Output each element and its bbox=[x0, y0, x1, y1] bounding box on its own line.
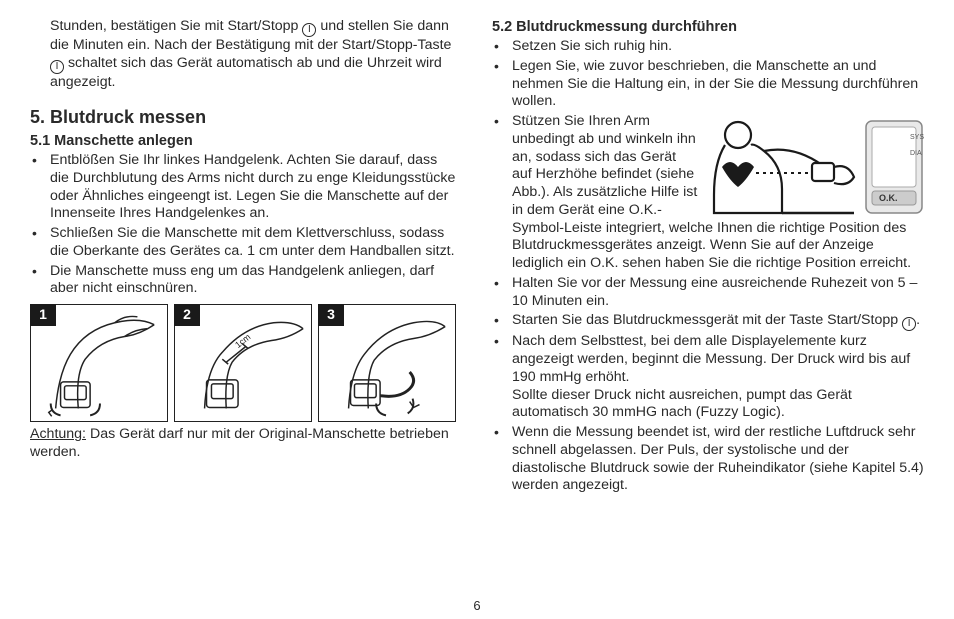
wrist-illustration-2: 1cm bbox=[175, 305, 311, 421]
start-stop-icon: I bbox=[302, 23, 316, 37]
figure-3: 3 bbox=[318, 304, 456, 422]
start-stop-icon: I bbox=[902, 317, 916, 331]
right-column: 5.2 Blutdruckmessung durchführen Setzen … bbox=[492, 18, 924, 588]
figure-1: 1 bbox=[30, 304, 168, 422]
bullets-5-2: Setzen Sie sich ruhig hin. Legen Sie, wie… bbox=[492, 38, 924, 495]
bullet-item-with-figure: SYS DIA O.K. Stützen Sie Ihren Arm unbed… bbox=[492, 113, 924, 273]
figure-2: 2 1cm bbox=[174, 304, 312, 422]
caution-note: Achtung: Das Gerät darf nur mit der Orig… bbox=[30, 426, 458, 462]
wrist-illustration-3 bbox=[319, 305, 455, 421]
bullet-item: Entblößen Sie Ihr linkes Handgelenk. Ach… bbox=[30, 152, 458, 223]
start-stop-icon: I bbox=[50, 60, 64, 74]
bullet-item: Setzen Sie sich ruhig hin. bbox=[492, 38, 924, 56]
bullet-item: Legen Sie, wie zuvor beschrieben, die Ma… bbox=[492, 58, 924, 111]
caution-label: Achtung: bbox=[30, 426, 86, 442]
bullet-item: Schließen Sie die Manschette mit dem Kle… bbox=[30, 225, 458, 261]
bullet-item: Die Manschette muss eng um das Handgelen… bbox=[30, 263, 458, 299]
subsection-5-2: 5.2 Blutdruckmessung durchführen bbox=[492, 18, 924, 36]
svg-text:SYS: SYS bbox=[910, 134, 924, 141]
left-column: Stunden, bestätigen Sie mit Start/Stopp … bbox=[30, 18, 458, 588]
bullet-item: Wenn die Messung beendet ist, wird der r… bbox=[492, 424, 924, 495]
page-number: 6 bbox=[0, 598, 954, 613]
bullet-item: Starten Sie das Blutdruckmessgerät mit d… bbox=[492, 312, 924, 331]
intro-paragraph: Stunden, bestätigen Sie mit Start/Stopp … bbox=[30, 18, 458, 92]
bullets-5-1: Entblößen Sie Ihr linkes Handgelenk. Ach… bbox=[30, 152, 458, 298]
svg-text:O.K.: O.K. bbox=[879, 193, 898, 203]
bullet-item: Nach dem Selbsttest, bei dem alle Displa… bbox=[492, 333, 924, 422]
bullet-item: Halten Sie vor der Messung eine ausreich… bbox=[492, 275, 924, 311]
wrist-illustration-1 bbox=[31, 305, 167, 421]
subsection-5-1: 5.1 Manschette anlegen bbox=[30, 132, 458, 150]
caution-text: Das Gerät darf nur mit der Original-Mans… bbox=[30, 426, 449, 460]
posture-figure: SYS DIA O.K. bbox=[704, 115, 924, 215]
svg-text:DIA: DIA bbox=[910, 150, 922, 157]
cuff-figures: 1 2 bbox=[30, 304, 458, 422]
section-heading: 5. Blutdruck messen bbox=[30, 106, 458, 129]
